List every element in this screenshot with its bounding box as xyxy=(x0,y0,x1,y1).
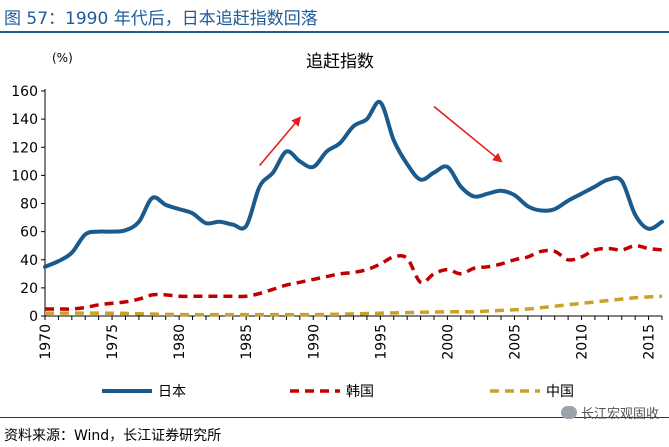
trend-arrow-up xyxy=(258,116,302,167)
x-tick-label: 1980 xyxy=(172,324,188,360)
watermark-label: 长江宏观固收 xyxy=(580,407,659,422)
y-axis-ticks: 0 20 40 60 80 100 120 140 160 xyxy=(11,84,45,325)
y-tick-label: 160 xyxy=(11,84,38,100)
y-tick-label: 100 xyxy=(11,168,38,184)
legend-label-korea: 韩国 xyxy=(346,384,374,400)
series-line-japan xyxy=(43,99,664,269)
y-tick-label: 40 xyxy=(20,253,38,269)
x-tick-label: 1970 xyxy=(38,324,54,360)
legend-label-china: 中国 xyxy=(546,384,574,400)
series-line-china xyxy=(44,294,663,317)
y-tick-label: 120 xyxy=(11,140,38,156)
annotation-layer xyxy=(258,105,503,167)
x-tick-label: 1995 xyxy=(373,324,389,360)
x-tick-label: 2010 xyxy=(575,324,591,360)
trend-arrow-down xyxy=(433,105,503,163)
x-tick-label: 1975 xyxy=(105,324,121,360)
y-tick-label: 0 xyxy=(29,309,38,325)
x-tick-label: 2000 xyxy=(440,324,456,360)
wechat-icon xyxy=(560,406,577,419)
x-tick-label: 2005 xyxy=(507,324,523,360)
figure-title: 图 57：1990 年代后，日本追赶指数回落 xyxy=(4,9,318,29)
y-tick-label: 60 xyxy=(20,225,38,241)
y-tick-label: 20 xyxy=(20,281,38,297)
y-tick-label: 80 xyxy=(20,197,38,213)
axes xyxy=(44,89,662,317)
chart-title: 追赶指数 xyxy=(306,52,374,72)
y-tick-label: 140 xyxy=(11,112,38,128)
legend-label-japan: 日本 xyxy=(158,384,186,400)
x-tick-label: 1985 xyxy=(239,324,255,360)
y-axis-unit-label: (%) xyxy=(52,51,73,65)
series-layer xyxy=(43,99,664,317)
x-tick-label: 2015 xyxy=(642,324,658,360)
watermark: 长江宏观固收 xyxy=(560,403,659,422)
series-line-korea xyxy=(44,243,663,311)
title-rule xyxy=(0,31,669,33)
source-note: 资料来源：Wind，长江证券研究所 xyxy=(4,428,222,444)
footer-rule xyxy=(0,417,669,418)
legend: 日本 韩国 中国 xyxy=(102,384,574,400)
x-tick-label: 1990 xyxy=(306,324,322,360)
x-axis-ticks: 1970 1975 1980 1985 1990 1995 2000 2005 2010 2015 xyxy=(38,316,663,360)
